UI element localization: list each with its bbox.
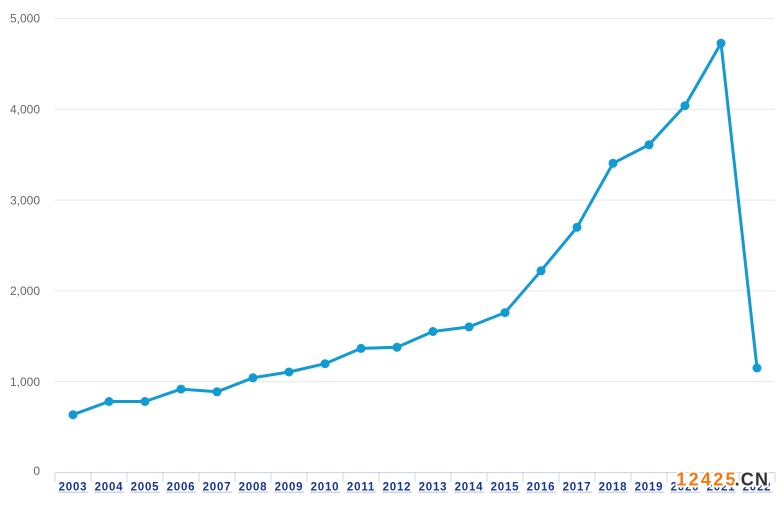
svg-text:12425: 12425: [676, 470, 738, 490]
svg-text:2009: 2009: [275, 481, 304, 493]
svg-text:1,000: 1,000: [10, 375, 40, 389]
svg-text:2006: 2006: [167, 481, 196, 493]
svg-text:2014: 2014: [455, 481, 484, 493]
svg-text:2022: 2022: [743, 481, 772, 493]
svg-text:2005: 2005: [131, 481, 160, 493]
svg-text:2010: 2010: [311, 481, 340, 493]
svg-text:2003: 2003: [59, 481, 88, 493]
svg-text:2011: 2011: [347, 481, 375, 493]
svg-text:5,000: 5,000: [10, 12, 40, 26]
svg-text:2021: 2021: [707, 481, 736, 493]
svg-text:2007: 2007: [203, 481, 232, 493]
svg-text:2020: 2020: [671, 481, 700, 493]
svg-text:.CN: .CN: [735, 470, 770, 490]
svg-text:2015: 2015: [491, 481, 520, 493]
svg-text:2016: 2016: [527, 481, 556, 493]
svg-text:2018: 2018: [599, 481, 628, 493]
svg-text:2013: 2013: [419, 481, 448, 493]
svg-text:0: 0: [33, 464, 40, 478]
svg-text:2012: 2012: [383, 481, 412, 493]
svg-text:2008: 2008: [239, 481, 268, 493]
svg-text:4,000: 4,000: [10, 102, 40, 116]
svg-text:3,000: 3,000: [10, 193, 40, 207]
svg-text:2004: 2004: [95, 481, 124, 493]
svg-text:2017: 2017: [563, 481, 592, 493]
svg-text:2,000: 2,000: [10, 284, 40, 298]
svg-text:2019: 2019: [635, 481, 664, 493]
